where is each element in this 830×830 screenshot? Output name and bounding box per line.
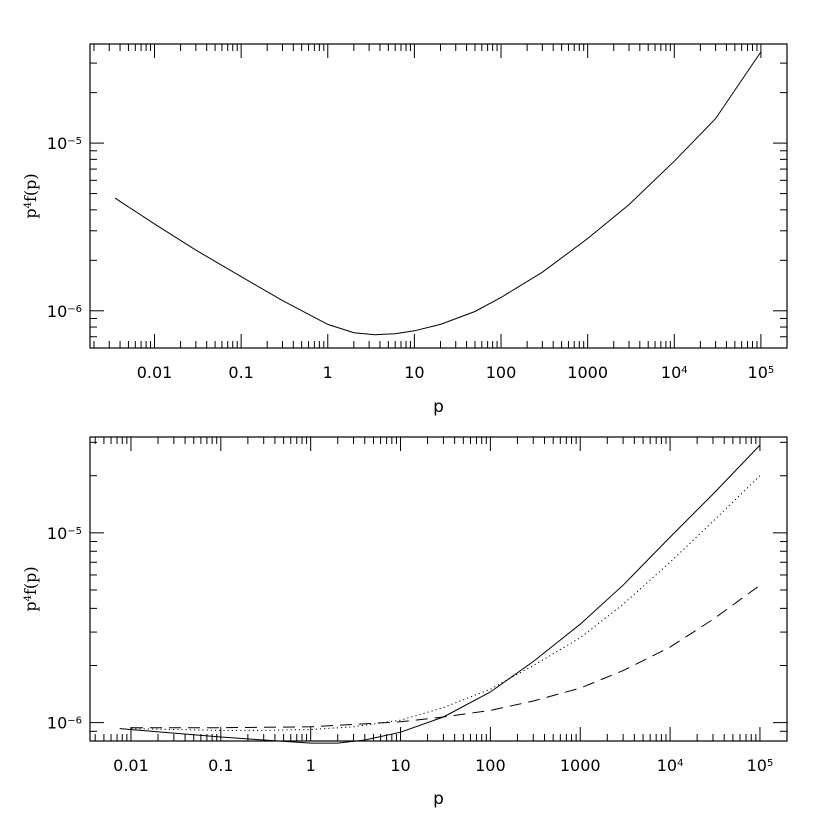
y-tick-label: 10−5 <box>47 524 82 543</box>
x-tick-label: 100 <box>486 363 517 382</box>
x-tick-label: 105 <box>747 756 774 775</box>
x-tick-label: 0.01 <box>137 363 173 382</box>
x-tick-label: 104 <box>657 756 684 775</box>
series-line-solid <box>114 51 762 336</box>
bottom-panel: 0.01 0.1 1 10 100 1000 104 105 10−6 10−5 p p4f(p) <box>21 436 788 809</box>
x-tick-label: 1000 <box>560 756 601 775</box>
series-line-solid <box>119 444 761 744</box>
x-tick-label: 1 <box>306 756 316 775</box>
plot-frame <box>89 436 788 742</box>
x-tick-label: 1 <box>323 363 333 382</box>
x-tick-label: 0.01 <box>113 756 149 775</box>
y-tick-label: 10−6 <box>47 714 82 733</box>
series-line-dashed <box>131 584 761 729</box>
y-axis-label: p4f(p) <box>21 566 40 611</box>
tick-marks <box>90 44 788 349</box>
x-axis-label: p <box>433 397 444 417</box>
x-tick-label: 1000 <box>567 363 608 382</box>
x-tick-label: 0.1 <box>208 756 233 775</box>
tick-marks <box>90 437 788 742</box>
x-axis-label: p <box>433 789 444 809</box>
x-tick-label: 104 <box>661 363 688 382</box>
x-tick-label: 105 <box>748 363 775 382</box>
top-panel: 0.01 0.1 1 10 100 1000 104 105 10−6 10−5 p p4f(p) <box>21 43 788 417</box>
y-axis-label: p4f(p) <box>21 173 40 218</box>
plot-frame <box>89 43 788 349</box>
y-tick-label: 10−6 <box>47 302 82 321</box>
series-line-dotted <box>130 475 761 731</box>
x-tick-label: 0.1 <box>228 363 253 382</box>
x-tick-label: 10 <box>390 756 410 775</box>
x-tick-label: 10 <box>404 363 424 382</box>
y-tick-label: 10−5 <box>47 134 82 153</box>
x-tick-label: 100 <box>475 756 506 775</box>
